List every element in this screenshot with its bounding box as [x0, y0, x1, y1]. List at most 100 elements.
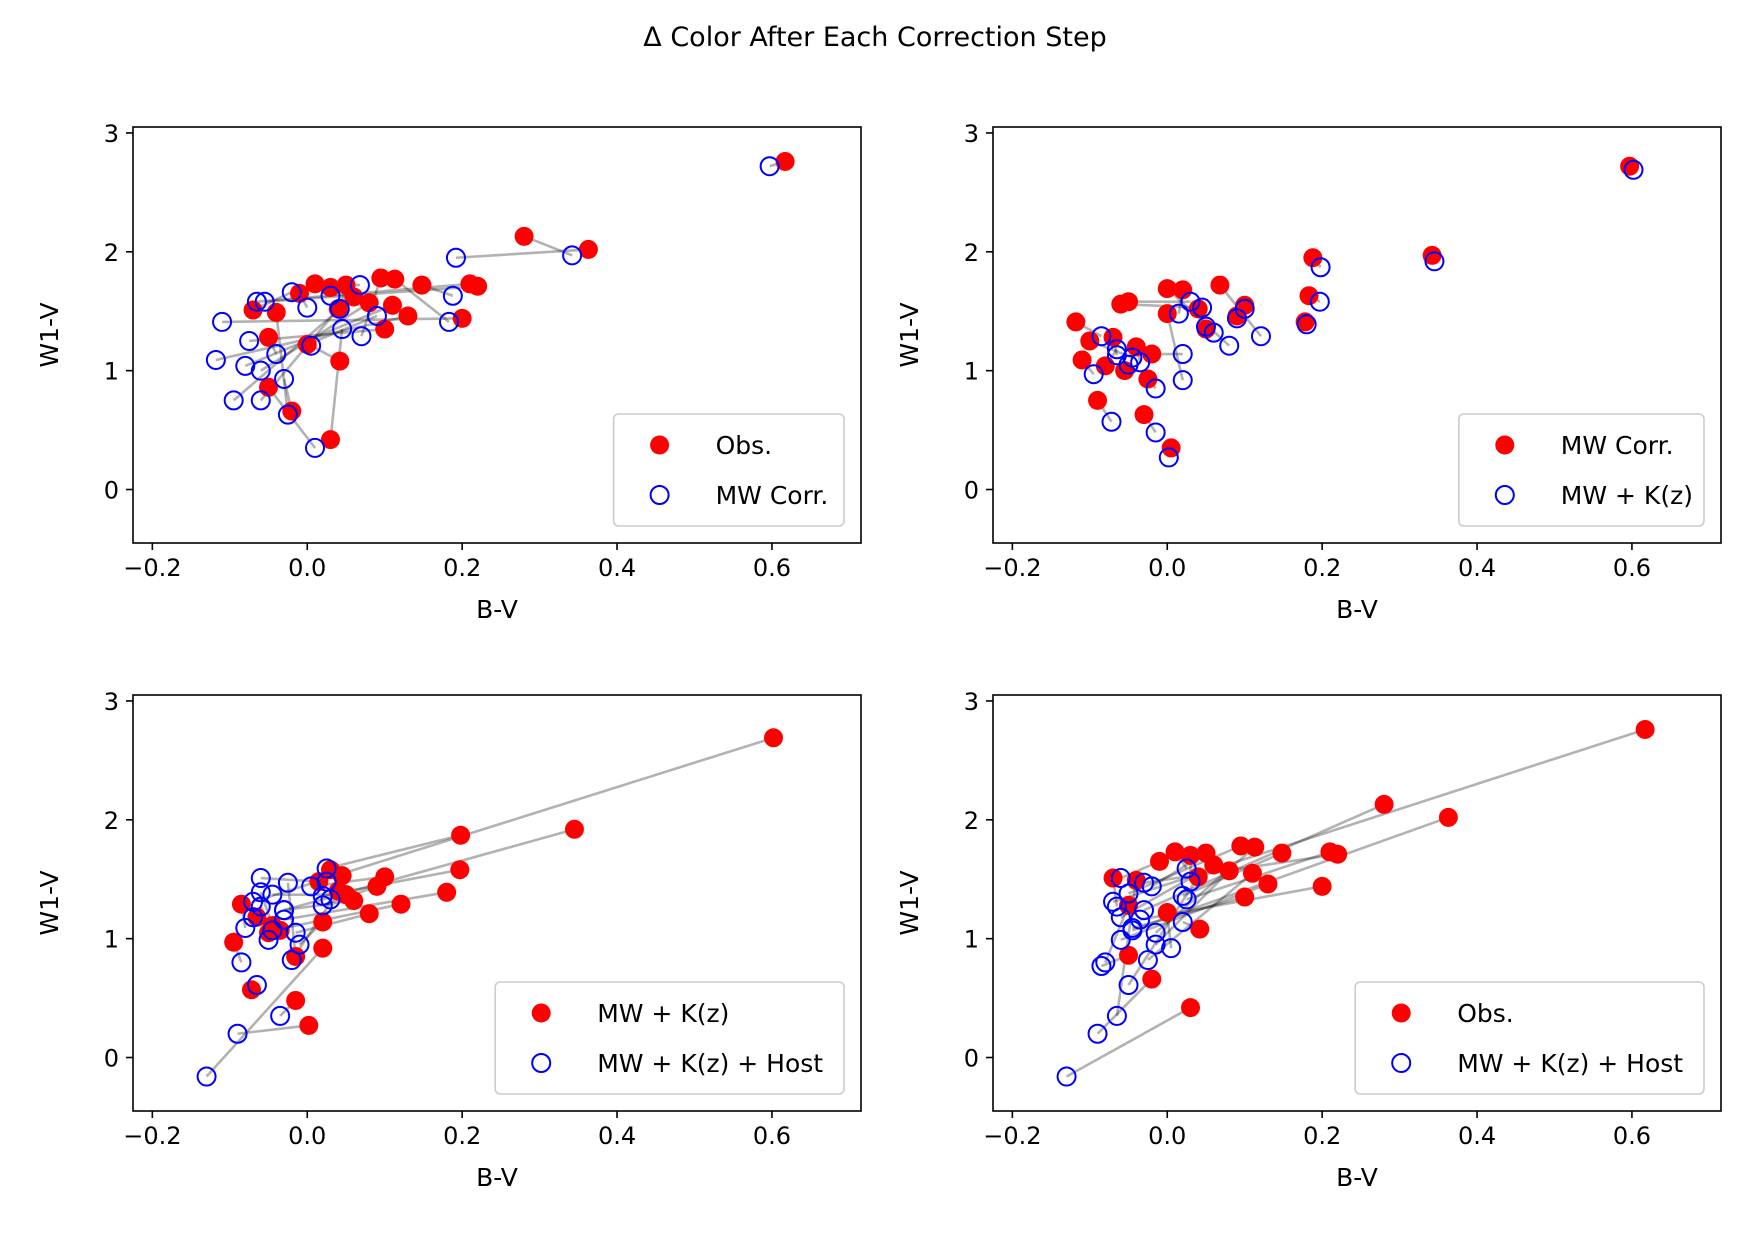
data-point-open [320, 285, 341, 306]
x-tick-label: 0.2 [443, 1122, 481, 1150]
data-point-open [1145, 934, 1166, 955]
data-point-open [281, 282, 302, 303]
data-point-filled [282, 401, 302, 421]
data-point-open [227, 1023, 248, 1044]
data-point-open [759, 156, 780, 177]
y-tick-label: 1 [964, 358, 979, 386]
data-point-open [1095, 952, 1116, 973]
data-point-filled [1103, 868, 1123, 888]
data-point-filled [1190, 919, 1210, 939]
data-point-open [1310, 257, 1331, 278]
data-point-open [250, 896, 271, 917]
data-point-open [1161, 938, 1182, 959]
data-point-open [258, 929, 279, 950]
connector-line [393, 278, 450, 323]
legend-marker-open [531, 1053, 552, 1073]
data-point-open [1176, 858, 1197, 879]
connector-line [1096, 978, 1153, 1035]
data-point-open [1168, 303, 1189, 324]
subplot-top-right: −0.2 0.0 0.2 0.4 0.6 0 1 2 3 B-V W1-V MW Corr. MW + … [895, 120, 1722, 624]
data-point-filled [1312, 876, 1332, 896]
axes-frame [132, 126, 862, 544]
legend-box [494, 981, 845, 1095]
data-point-open [349, 275, 370, 296]
y-tick-label: 2 [964, 239, 979, 267]
data-point-filled [1165, 842, 1185, 862]
data-point-open [1623, 159, 1644, 180]
data-point-open [1118, 975, 1139, 996]
data-point-open [1083, 364, 1104, 385]
y-tick-label: 3 [964, 688, 979, 716]
connector-line [1127, 876, 1200, 986]
data-point-open [1130, 352, 1151, 373]
data-point-open [1226, 308, 1247, 329]
data-point-filled [1138, 369, 1158, 389]
data-point-filled [1231, 836, 1251, 856]
data-point-filled [1142, 969, 1162, 989]
data-point-open [250, 360, 271, 381]
x-tick-label: 0.0 [1148, 1122, 1186, 1150]
connector-line [455, 248, 589, 260]
data-point-open [1219, 335, 1240, 356]
legend-label: Obs. [1457, 999, 1514, 1028]
y-tick-label: 2 [964, 807, 979, 835]
legend-marker-filled [1391, 1003, 1411, 1023]
data-point-open [243, 907, 264, 928]
data-point-filled [1180, 998, 1200, 1018]
data-point-filled [1635, 719, 1655, 739]
data-point-filled [375, 319, 395, 339]
data-point-filled [286, 946, 306, 966]
legend-marker-open [1494, 485, 1515, 505]
data-point-open [250, 868, 271, 889]
x-axis-label: B-V [476, 1163, 518, 1192]
data-point-filled [1272, 843, 1292, 863]
legend-box [1354, 981, 1705, 1095]
data-point-open [1103, 891, 1124, 912]
data-point-filled [1242, 863, 1262, 883]
x-axis-label: B-V [476, 595, 518, 624]
y-axis-label: W1-V [895, 302, 924, 367]
data-point-open [285, 922, 306, 943]
y-tick-label: 0 [964, 1045, 979, 1073]
data-point-open [270, 1005, 291, 1026]
y-tick-label: 1 [104, 926, 119, 954]
x-tick-label: −0.2 [123, 554, 181, 582]
data-point-filled [450, 860, 470, 880]
data-point-open [1172, 912, 1193, 933]
connector-line [326, 833, 461, 870]
data-point-open [274, 909, 295, 930]
data-point-filled [775, 151, 795, 171]
legend-marker-open [1391, 1053, 1412, 1073]
data-point-open [262, 920, 283, 941]
data-point-open [1110, 907, 1131, 928]
data-point-filled [1374, 794, 1394, 814]
data-point-open [1091, 326, 1112, 347]
connector-line [237, 1024, 309, 1036]
legend-box [1458, 413, 1705, 527]
data-point-open [205, 349, 226, 370]
x-tick-label: 0.0 [288, 1122, 326, 1150]
y-tick-label: 2 [104, 239, 119, 267]
data-point-filled [460, 274, 480, 294]
data-point-open [1106, 1005, 1127, 1026]
data-point-filled [1119, 945, 1139, 965]
y-tick-label: 3 [104, 688, 119, 716]
data-point-filled [514, 226, 534, 246]
data-point-open [1180, 291, 1201, 312]
x-tick-label: 0.6 [753, 1122, 791, 1150]
x-tick-label: 0.0 [288, 554, 326, 582]
data-point-open [1122, 917, 1143, 938]
data-point-filled [391, 894, 411, 914]
legend-marker-filled [531, 1003, 551, 1023]
data-point-filled [452, 308, 472, 328]
connector-line [1143, 803, 1385, 912]
data-point-filled [320, 430, 340, 450]
data-point-filled [382, 295, 402, 315]
data-point-open [250, 390, 271, 411]
data-point-open [277, 404, 298, 425]
data-point-filled [359, 904, 379, 924]
data-point-filled [1126, 337, 1146, 357]
data-point-filled [451, 825, 471, 845]
connector-line [1132, 895, 1246, 930]
data-point-open [277, 872, 298, 893]
